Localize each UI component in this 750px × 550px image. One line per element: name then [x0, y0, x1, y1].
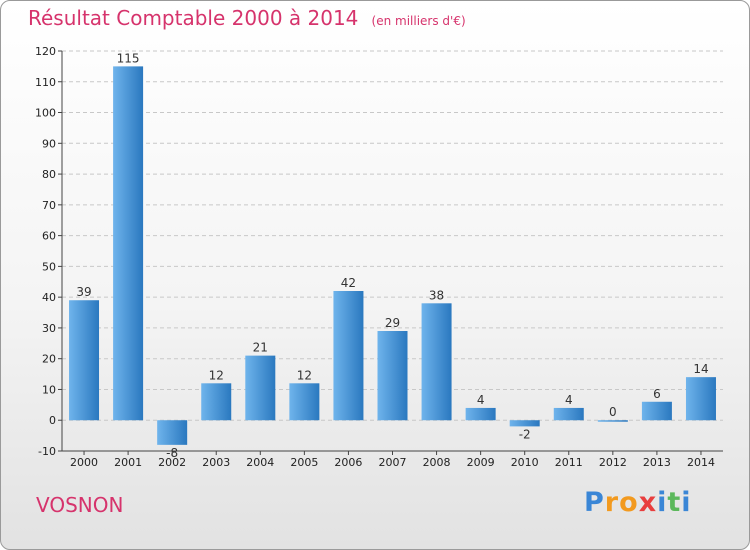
x-tick-label: 2002 [158, 456, 186, 469]
y-tick-label: -10 [38, 445, 56, 458]
value-label: 21 [253, 341, 268, 355]
x-tick-label: 2009 [467, 456, 495, 469]
x-tick-label: 2010 [511, 456, 539, 469]
value-label: 4 [565, 393, 573, 407]
x-tick-label: 2011 [555, 456, 583, 469]
x-tick-label: 2004 [246, 456, 274, 469]
y-tick-label: 110 [35, 76, 56, 89]
logo-letter: r [604, 487, 620, 518]
bar-2014 [685, 377, 716, 421]
bar-2012 [597, 420, 628, 422]
value-label: 4 [477, 393, 485, 407]
value-label: -8 [166, 446, 178, 460]
bar-2010 [509, 420, 540, 427]
x-tick-label: 2005 [290, 456, 318, 469]
bar-2008 [421, 303, 452, 421]
x-tick-label: 2003 [202, 456, 230, 469]
y-tick-label: 50 [42, 260, 56, 273]
chart-subtitle: (en milliers d'€) [371, 14, 466, 28]
bar-2013 [641, 401, 672, 421]
value-label: 39 [76, 285, 91, 299]
value-label: 12 [297, 368, 312, 382]
logo-letter: x [638, 487, 658, 518]
x-tick-label: 2013 [643, 456, 671, 469]
value-label: 42 [341, 276, 356, 290]
bar-2005 [289, 383, 320, 421]
value-label: -2 [519, 427, 531, 441]
y-tick-label: 70 [42, 199, 56, 212]
proxiti-logo: Proxiti [584, 487, 692, 518]
value-label: 14 [693, 362, 708, 376]
bar-2011 [553, 407, 584, 421]
x-tick-label: 2012 [599, 456, 627, 469]
logo-letter: t [667, 487, 682, 518]
x-tick-label: 2008 [423, 456, 451, 469]
bar-2001 [113, 66, 144, 421]
y-tick-label: 100 [35, 107, 56, 120]
y-tick-label: 20 [42, 353, 56, 366]
x-tick-label: 2007 [379, 456, 407, 469]
y-tick-label: 120 [35, 45, 56, 58]
bar-2002 [157, 420, 188, 445]
y-tick-label: 0 [49, 414, 56, 427]
x-tick-label: 2014 [687, 456, 715, 469]
value-label: 38 [429, 288, 444, 302]
value-label: 29 [385, 316, 400, 330]
logo-letter: i [681, 487, 692, 518]
chart-title: Résultat Comptable 2000 à 2014 [28, 6, 359, 30]
x-tick-label: 2000 [70, 456, 98, 469]
bars [69, 66, 716, 445]
bar-2003 [201, 383, 232, 421]
bar-2000 [69, 300, 100, 421]
bar-2004 [245, 355, 276, 421]
title-row: Résultat Comptable 2000 à 2014 (en milli… [28, 6, 466, 30]
bar-2006 [333, 291, 364, 421]
logo-letter: o [619, 487, 639, 518]
y-tick-label: 30 [42, 322, 56, 335]
bar-2007 [377, 331, 408, 421]
value-labels: 39 115 -8 12 21 12 42 29 38 4 -2 4 0 6 14 [76, 51, 708, 459]
bar-2009 [465, 407, 496, 421]
y-tick-label: 90 [42, 137, 56, 150]
y-tick-label: 60 [42, 230, 56, 243]
y-tick-label: 10 [42, 383, 56, 396]
town-name: VOSNON [36, 493, 124, 517]
y-tick-label: 40 [42, 291, 56, 304]
logo-letter: P [584, 487, 605, 518]
value-label: 0 [609, 405, 617, 419]
x-tick-label: 2001 [114, 456, 142, 469]
value-label: 6 [653, 387, 661, 401]
y-tick-label: 80 [42, 168, 56, 181]
x-tick-label: 2006 [334, 456, 362, 469]
value-label: 115 [117, 51, 140, 65]
logo-letter: i [657, 487, 668, 518]
value-label: 12 [209, 368, 224, 382]
